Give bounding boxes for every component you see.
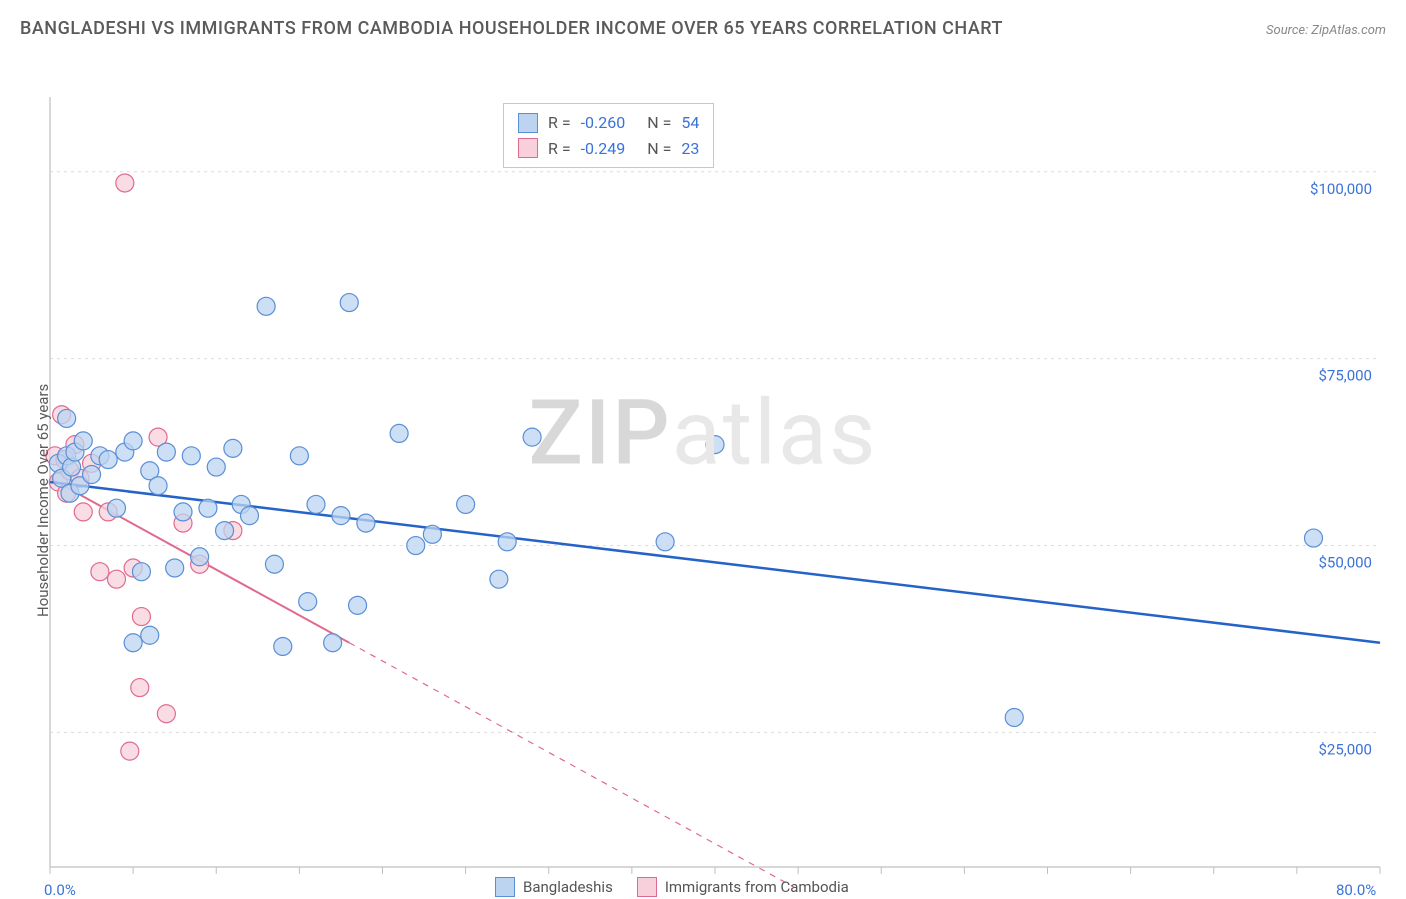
svg-text:$50,000: $50,000 xyxy=(1318,554,1372,572)
n-label: N = xyxy=(647,110,671,136)
r-label: R = xyxy=(548,136,571,162)
legend-item: Immigrants from Cambodia xyxy=(637,877,849,897)
correlation-row: R = -0.249 N = 23 xyxy=(518,136,699,162)
n-label: N = xyxy=(647,136,671,162)
y-axis-label: Householder Income Over 65 years xyxy=(34,384,52,617)
svg-text:$100,000: $100,000 xyxy=(1310,180,1372,198)
x-axis-max-label: 80.0% xyxy=(1336,881,1376,899)
legend-label: Bangladeshis xyxy=(523,878,613,896)
legend: Bangladeshis Immigrants from Cambodia xyxy=(495,877,849,897)
correlation-row: R = -0.260 N = 54 xyxy=(518,110,699,136)
n-value: 54 xyxy=(681,110,699,136)
r-value: -0.249 xyxy=(581,136,626,162)
legend-swatch xyxy=(637,877,657,897)
legend-swatch xyxy=(495,877,515,897)
source-attribution: Source: ZipAtlas.com xyxy=(1266,23,1386,38)
r-value: -0.260 xyxy=(581,110,626,136)
svg-text:$25,000: $25,000 xyxy=(1318,740,1372,758)
header: BANGLADESHI VS IMMIGRANTS FROM CAMBODIA … xyxy=(0,0,1406,47)
x-axis-min-label: 0.0% xyxy=(44,881,76,899)
svg-text:$75,000: $75,000 xyxy=(1318,367,1372,385)
r-label: R = xyxy=(548,110,571,136)
chart-title: BANGLADESHI VS IMMIGRANTS FROM CAMBODIA … xyxy=(20,18,1003,39)
chart-area: $25,000$50,000$75,000$100,000 ZIPatlas R… xyxy=(0,47,1406,887)
series-swatch xyxy=(518,113,538,133)
correlation-box: R = -0.260 N = 54 R = -0.249 N = 23 xyxy=(503,103,714,168)
scatter-chart: $25,000 $50,000 $75,000 $100,000 xyxy=(0,47,1406,887)
n-value: 23 xyxy=(681,136,699,162)
legend-item: Bangladeshis xyxy=(495,877,613,897)
series-swatch xyxy=(518,138,538,158)
legend-label: Immigrants from Cambodia xyxy=(665,878,849,896)
